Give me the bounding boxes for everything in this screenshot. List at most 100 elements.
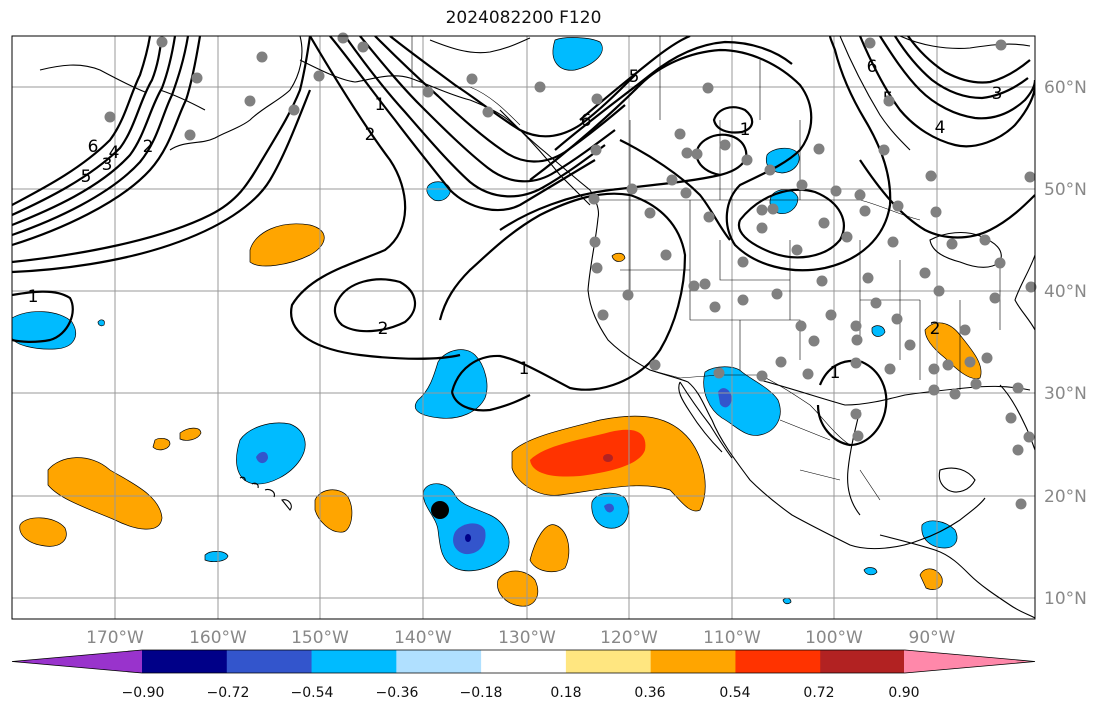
contour-line xyxy=(894,36,1029,100)
station-dot xyxy=(771,288,783,300)
contour-label: 1 xyxy=(375,95,386,115)
lat-label: 10°N xyxy=(1044,589,1087,609)
station-dot xyxy=(796,179,808,191)
station-dot xyxy=(1012,382,1024,394)
station-dot xyxy=(775,356,787,368)
blue-region xyxy=(863,567,878,576)
blue-region xyxy=(236,422,306,485)
blue-region xyxy=(426,181,451,202)
station-dot xyxy=(709,301,721,313)
station-dot xyxy=(946,238,958,250)
station-dot xyxy=(1015,498,1027,510)
station-dot xyxy=(337,32,349,44)
station-dot xyxy=(928,363,940,375)
contour-line xyxy=(12,290,74,343)
blue-region xyxy=(552,37,603,71)
hawaii xyxy=(239,476,292,511)
colorbar-tick: 0.72 xyxy=(803,685,834,701)
east-coast xyxy=(1014,254,1035,331)
station-dot xyxy=(741,154,753,166)
map-frame xyxy=(11,35,1036,620)
blue-region xyxy=(782,597,792,605)
station-dot xyxy=(791,244,803,256)
station-dot xyxy=(862,272,874,284)
station-dot xyxy=(850,408,862,420)
hudson-bay xyxy=(839,36,911,151)
orange-region xyxy=(314,489,353,533)
station-dot xyxy=(964,356,976,368)
contour-line xyxy=(712,106,754,134)
colorbar-tick: 0.18 xyxy=(550,685,581,701)
contour-label: 1 xyxy=(28,287,39,307)
station-dot xyxy=(1012,444,1024,456)
station-dot xyxy=(588,193,600,205)
lon-label: 150°W xyxy=(291,628,349,648)
station-dot xyxy=(1025,281,1037,293)
alaska-coast xyxy=(169,36,591,206)
colorbar-tick: −0.18 xyxy=(460,685,503,701)
station-dot xyxy=(681,147,693,159)
station-dot xyxy=(841,231,853,243)
graticule xyxy=(12,36,1035,619)
florida xyxy=(999,384,1035,451)
station-dot xyxy=(989,292,1001,304)
contour-label: 5 xyxy=(629,67,640,87)
contour-label: 2 xyxy=(365,125,376,145)
baja-california xyxy=(678,381,733,459)
colorbar-segment xyxy=(481,650,567,673)
mid-blue-region xyxy=(604,503,614,513)
station-dot xyxy=(928,384,940,396)
contour-label: 6 xyxy=(88,137,99,157)
station-dot xyxy=(256,51,268,63)
colorbar-tick: −0.72 xyxy=(207,685,250,701)
contour-label: 4 xyxy=(935,118,946,138)
lon-label: 160°W xyxy=(189,628,247,648)
contour-line xyxy=(12,36,190,237)
contour-line xyxy=(554,40,793,151)
anomaly-fill-layer xyxy=(12,37,982,607)
alaska-canada-border xyxy=(411,36,521,126)
contour-label: 6 xyxy=(581,111,592,131)
colorbar-outline xyxy=(11,649,1036,674)
gulf-coast xyxy=(759,379,1031,516)
station-dot xyxy=(688,280,700,292)
station-dot xyxy=(852,430,864,442)
lon-label: 170°W xyxy=(86,628,144,648)
station-dot xyxy=(942,359,954,371)
station-dot xyxy=(818,217,830,229)
contour-label: 1 xyxy=(830,363,841,383)
contour-line xyxy=(12,36,164,217)
contour-line xyxy=(816,359,888,447)
lon-label: 130°W xyxy=(498,628,556,648)
contour-line xyxy=(12,89,312,274)
lon-label: 90°W xyxy=(909,628,956,648)
colorbar-segment xyxy=(396,650,482,673)
station-dot xyxy=(597,309,609,321)
contour-line xyxy=(907,36,1031,84)
station-dot xyxy=(482,106,494,118)
longitude-labels: 170°W 160°W 150°W 140°W 130°W 120°W 110°… xyxy=(86,628,956,648)
orange-region xyxy=(19,517,67,547)
colorbar-tick: 0.36 xyxy=(634,685,665,701)
station-dot xyxy=(626,183,638,195)
coastline-layer xyxy=(39,36,1035,619)
station-dot xyxy=(994,257,1006,269)
contour-label: 4 xyxy=(109,143,120,163)
contour-line xyxy=(859,159,1035,239)
station-dot xyxy=(702,82,714,94)
station-dot xyxy=(850,320,862,332)
station-dot xyxy=(737,256,749,268)
station-dot xyxy=(737,294,749,306)
contour-line xyxy=(450,391,531,412)
station-dot xyxy=(850,357,862,369)
station-dot xyxy=(590,144,602,156)
map-title: 2024082200 F120 xyxy=(445,8,602,28)
dark-red-region xyxy=(603,454,613,462)
blue-region xyxy=(414,349,488,419)
station-dot xyxy=(854,189,866,201)
blue-region xyxy=(97,319,105,327)
yucatan xyxy=(938,467,976,493)
station-dot xyxy=(933,285,945,297)
station-dot xyxy=(767,203,779,215)
station-dot xyxy=(644,207,656,219)
